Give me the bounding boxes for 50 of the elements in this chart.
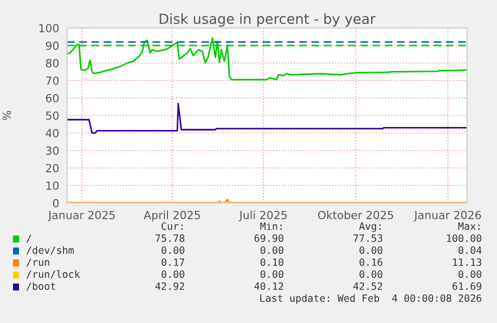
text: Last update: Wed Feb 4 00:00:08 2026 bbox=[260, 294, 482, 304]
y-tick-label: 30 bbox=[46, 146, 59, 155]
y-tick-label: 10 bbox=[46, 181, 59, 190]
text: 42.52 bbox=[353, 282, 382, 290]
text: 75.78 bbox=[156, 234, 184, 242]
text: 0.17 bbox=[162, 258, 184, 266]
text: 0.00 bbox=[260, 246, 284, 254]
legend-label: /dev/shm bbox=[26, 246, 74, 255]
line-series bbox=[67, 37, 467, 80]
text: 40.12 bbox=[254, 282, 284, 290]
y-tick-label: 0 bbox=[53, 198, 59, 208]
text: Cur: bbox=[162, 222, 183, 230]
legend-label: /run bbox=[26, 258, 50, 267]
text: 0.04 bbox=[458, 246, 482, 254]
x-tick-label: Juli 2025 bbox=[238, 210, 287, 222]
legend-label: / bbox=[26, 234, 32, 243]
text: 0.16 bbox=[360, 258, 382, 266]
text: 11.13 bbox=[453, 258, 482, 266]
y-axis-title: % bbox=[2, 110, 11, 120]
text: 100.00 bbox=[447, 234, 482, 242]
x-tick-label: April 2025 bbox=[144, 210, 200, 222]
text: 0.00 bbox=[260, 270, 284, 278]
text: 0.00 bbox=[162, 270, 184, 278]
y-tick-label: 100 bbox=[39, 24, 59, 32]
text: 69.90 bbox=[254, 234, 284, 242]
y-tick-label: 20 bbox=[46, 164, 59, 172]
x-tick-label: Januar 2026 bbox=[414, 210, 481, 222]
x-tick-label: Januar 2025 bbox=[48, 210, 115, 222]
text: Min: bbox=[260, 222, 282, 230]
text: 0.00 bbox=[458, 270, 482, 278]
text: 0.00 bbox=[162, 246, 184, 254]
text: Max: bbox=[458, 222, 480, 230]
legend-label: /boot bbox=[26, 282, 56, 291]
x-tick-label: Oktober 2025 bbox=[318, 210, 394, 220]
text: 0.00 bbox=[360, 246, 382, 254]
legend-label: /run/lock bbox=[26, 270, 80, 279]
y-tick-label: 40 bbox=[46, 128, 59, 138]
y-tick-label: 60 bbox=[46, 94, 59, 102]
text: 61.69 bbox=[452, 282, 482, 290]
text: 0.10 bbox=[260, 258, 284, 266]
y-tick-label: 50 bbox=[46, 111, 59, 120]
text: 42.92 bbox=[155, 282, 184, 290]
chart-title: Disk usage in percent - by year bbox=[160, 13, 376, 27]
y-tick-label: 80 bbox=[46, 58, 59, 68]
text: 77.53 bbox=[354, 234, 382, 242]
text: Avg: bbox=[359, 222, 381, 232]
y-tick-label: 70 bbox=[46, 76, 59, 85]
y-tick-label: 90 bbox=[46, 41, 59, 50]
line-series bbox=[67, 102, 467, 134]
text: 0.00 bbox=[360, 270, 382, 278]
